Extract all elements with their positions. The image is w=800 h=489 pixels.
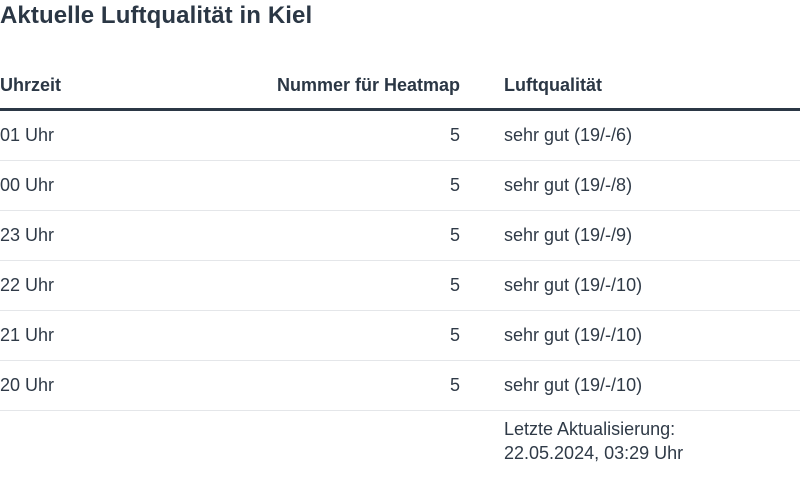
last-updated-timestamp: 22.05.2024, 03:29 Uhr [504,441,800,465]
table-row: 00 Uhr 5 sehr gut (19/-/8) [0,161,800,211]
cell-heatmap-number: 5 [200,361,460,411]
cell-heatmap-number: 5 [200,311,460,361]
cell-heatmap-number: 5 [200,261,460,311]
last-updated: Letzte Aktualisierung: 22.05.2024, 03:29… [460,411,800,489]
cell-time: 01 Uhr [0,110,200,161]
table-footer-row: Letzte Aktualisierung: 22.05.2024, 03:29… [0,411,800,489]
last-updated-label: Letzte Aktualisierung: [504,417,800,441]
table-header-row: Uhrzeit Nummer für Heatmap Luftqualität [0,62,800,110]
cell-heatmap-number: 5 [200,211,460,261]
air-quality-table: Uhrzeit Nummer für Heatmap Luftqualität … [0,62,800,489]
table-row: 22 Uhr 5 sehr gut (19/-/10) [0,261,800,311]
column-header-time: Uhrzeit [0,62,200,110]
page-title: Aktuelle Luftqualität in Kiel [0,2,312,30]
cell-air-quality: sehr gut (19/-/10) [460,261,800,311]
column-header-heatmap-number: Nummer für Heatmap [200,62,460,110]
cell-air-quality: sehr gut (19/-/9) [460,211,800,261]
cell-air-quality: sehr gut (19/-/10) [460,311,800,361]
table-row: 01 Uhr 5 sehr gut (19/-/6) [0,110,800,161]
column-header-air-quality: Luftqualität [460,62,800,110]
empty-cell [0,411,200,489]
cell-heatmap-number: 5 [200,161,460,211]
cell-time: 22 Uhr [0,261,200,311]
cell-air-quality: sehr gut (19/-/6) [460,110,800,161]
cell-heatmap-number: 5 [200,110,460,161]
cell-time: 21 Uhr [0,311,200,361]
table-row: 23 Uhr 5 sehr gut (19/-/9) [0,211,800,261]
cell-time: 20 Uhr [0,361,200,411]
empty-cell [200,411,460,489]
cell-time: 00 Uhr [0,161,200,211]
cell-air-quality: sehr gut (19/-/8) [460,161,800,211]
table-row: 20 Uhr 5 sehr gut (19/-/10) [0,361,800,411]
table-row: 21 Uhr 5 sehr gut (19/-/10) [0,311,800,361]
cell-air-quality: sehr gut (19/-/10) [460,361,800,411]
cell-time: 23 Uhr [0,211,200,261]
